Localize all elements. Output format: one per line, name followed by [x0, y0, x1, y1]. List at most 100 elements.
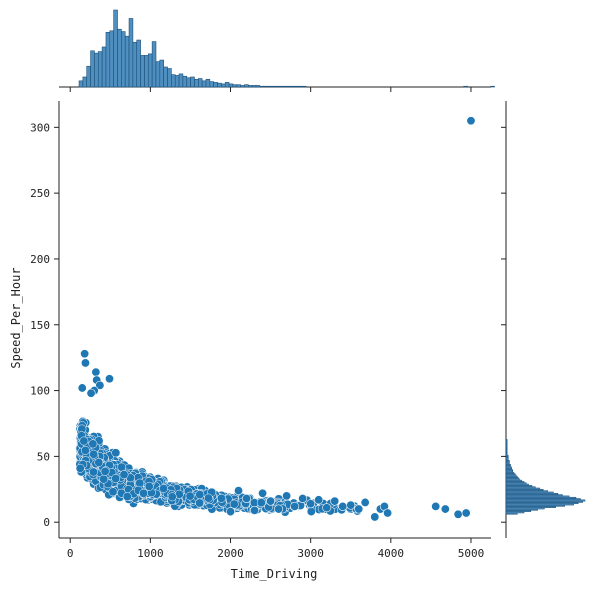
x-histogram-bar: [255, 85, 261, 88]
x-histogram-bar: [90, 50, 95, 88]
scatter-point: [204, 493, 213, 503]
scatter-point: [122, 492, 132, 502]
x-histogram-bar: [274, 85, 280, 88]
scatter-point: [229, 499, 239, 509]
x-histogram-bar: [186, 77, 191, 88]
x-histogram-bar: [163, 66, 168, 88]
scatter-point: [330, 496, 340, 506]
x-histogram-bar: [82, 76, 88, 88]
x-tick-label: 3000: [297, 547, 324, 560]
x-histogram-bar: [97, 51, 103, 88]
scatter-point: [80, 349, 90, 359]
x-histogram-bar: [267, 85, 272, 88]
scatter-point: [266, 496, 276, 506]
x-histogram-bar: [282, 85, 288, 88]
scatter-point: [250, 505, 260, 515]
x-histogram-bar: [228, 83, 234, 88]
x-histogram-bar: [259, 85, 264, 88]
x-histogram-bar: [109, 30, 114, 88]
scatter-point: [440, 504, 450, 514]
x-histogram-bar: [113, 9, 118, 88]
scatter-point: [111, 474, 121, 483]
x-histogram-bar: [298, 85, 303, 88]
x-histogram-bar: [132, 42, 138, 88]
x-histogram-bar: [117, 28, 122, 88]
scatter-point: [383, 508, 393, 518]
x-histogram-bar: [232, 84, 238, 88]
x-histogram-bar: [151, 41, 157, 88]
x-histogram-bar: [78, 80, 84, 88]
scatter-point: [226, 507, 236, 517]
top-marginal-histogram: [59, 9, 495, 88]
scatter-point: [75, 463, 85, 473]
y-tick-label: 300: [30, 121, 50, 134]
y-tick-label: 100: [30, 385, 50, 398]
scatter-point: [167, 492, 177, 502]
scatter-point: [314, 495, 324, 505]
x-tick-label: 5000: [458, 547, 485, 560]
right-marginal-histogram: [505, 101, 586, 538]
scatter-point: [360, 497, 370, 507]
x-histogram-bar: [121, 31, 126, 88]
x-histogram-bar: [248, 85, 253, 88]
y-tick-label: 200: [30, 253, 50, 266]
scatter-point: [461, 508, 471, 518]
scatter-point: [195, 490, 205, 500]
x-tick-label: 1000: [137, 547, 164, 560]
x-histogram-bar: [147, 53, 153, 88]
scatter-point: [306, 507, 316, 516]
scatter-point: [80, 445, 90, 455]
scatter-point: [290, 501, 300, 511]
y-axis-title: Speed_Per_Hour: [9, 267, 23, 368]
scatter-point: [216, 493, 226, 503]
scatter-point: [117, 462, 127, 472]
scatter-point: [453, 509, 463, 519]
scatter-point: [258, 488, 268, 498]
scatter-point: [89, 467, 98, 477]
scatter-point: [79, 436, 89, 446]
scatter-point: [185, 491, 195, 501]
scatter-point: [159, 484, 169, 493]
x-tick-label: 0: [67, 547, 74, 560]
scatter-point: [370, 512, 380, 522]
x-histogram-bar: [290, 85, 295, 88]
scatter-point: [144, 481, 154, 491]
x-histogram-bar: [182, 75, 188, 88]
x-histogram-bar: [124, 35, 130, 88]
x-axis-title: Time_Driving: [231, 567, 318, 581]
x-histogram-bar: [278, 85, 284, 88]
x-histogram-bar: [105, 32, 111, 88]
x-histogram-bar: [294, 85, 299, 88]
x-histogram-bar: [217, 82, 222, 88]
x-histogram-bar: [201, 80, 207, 88]
scatter-point: [111, 448, 121, 458]
x-histogram-bar: [286, 85, 291, 88]
x-histogram-bar: [167, 68, 172, 88]
scatter-point: [99, 474, 109, 484]
x-histogram-bar: [94, 52, 99, 88]
x-histogram-bar: [159, 59, 164, 88]
scatter-point: [91, 367, 101, 377]
scatter-point: [298, 494, 308, 504]
x-histogram-bar: [209, 81, 214, 88]
y-histogram-bar: [505, 439, 508, 441]
x-histogram-bar: [190, 76, 195, 88]
x-tick-label: 4000: [378, 547, 405, 560]
scatter-point: [234, 486, 244, 496]
scatter-point: [242, 494, 252, 504]
x-histogram-bar: [205, 79, 211, 88]
scatter-point: [139, 488, 148, 498]
x-histogram-bar: [221, 83, 226, 88]
x-histogram-bar: [178, 73, 184, 88]
scatter-point: [77, 383, 87, 393]
x-histogram-bar: [240, 85, 245, 88]
x-histogram-bar: [224, 82, 230, 88]
scatter-point: [354, 504, 364, 514]
x-histogram-bar: [155, 61, 161, 88]
scatter-point: [322, 503, 332, 513]
scatter-point: [346, 500, 356, 510]
scatter-point: [100, 466, 110, 476]
y-tick-label: 250: [30, 187, 50, 200]
scatter-point: [195, 498, 205, 508]
scatter-point: [274, 504, 284, 514]
